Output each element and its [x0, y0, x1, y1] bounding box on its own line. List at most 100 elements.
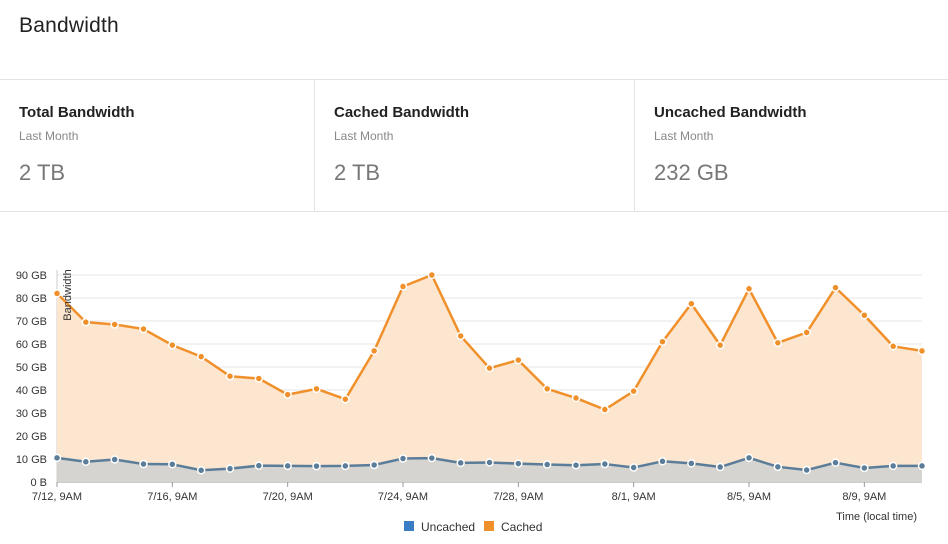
page-header: Bandwidth — [0, 0, 948, 80]
uncached-point — [139, 459, 148, 469]
cached-point — [110, 320, 119, 329]
y-tick-label: 40 GB — [16, 385, 47, 397]
y-tick-label: 70 GB — [16, 316, 47, 328]
y-tick-label: 20 GB — [16, 431, 47, 443]
uncached-point — [81, 457, 91, 467]
cached-point — [802, 328, 811, 337]
cached-area — [57, 275, 922, 482]
y-axis-title: Bandwidth — [62, 269, 74, 320]
stat-period: Last Month — [334, 129, 394, 143]
bandwidth-chart-svg[interactable]: 0 B 10 GB 20 GB 30 GB 40 GB 50 GB 60 GB 70 GB 80… — [0, 213, 948, 544]
cached-point — [485, 363, 494, 373]
stat-value: 2 TB — [334, 160, 381, 185]
cached-point — [81, 317, 91, 327]
x-tick-label: 7/24, 9AM — [378, 491, 428, 503]
cached-point — [831, 283, 840, 292]
cached-point — [715, 340, 725, 350]
legend-item-cached[interactable]: Cached — [484, 520, 542, 534]
stat-uncached-bandwidth: Uncached Bandwidth Last Month 232 GB — [635, 80, 948, 211]
stat-title: Cached Bandwidth — [334, 104, 470, 121]
cached-point — [744, 284, 754, 294]
stats-row: Total Bandwidth Last Month 2 TB Cached B… — [0, 80, 948, 212]
cached-point — [687, 299, 696, 308]
cached-point — [542, 384, 552, 394]
cached-point — [52, 289, 62, 298]
cached-point — [917, 346, 927, 356]
legend-label-cached: Cached — [501, 520, 542, 534]
cached-point — [427, 270, 437, 280]
cached-point — [860, 311, 869, 320]
uncached-point — [110, 455, 119, 464]
uncached-point — [917, 461, 927, 471]
uncached-point — [456, 458, 465, 468]
stat-title: Total Bandwidth — [19, 104, 135, 121]
legend-swatch-cached — [484, 521, 494, 531]
uncached-point — [629, 463, 638, 472]
uncached-point — [225, 464, 235, 473]
cached-point — [283, 390, 292, 399]
cached-point — [600, 405, 610, 414]
cached-point — [254, 374, 264, 383]
chart-legend: Uncached Cached — [404, 520, 542, 534]
uncached-point — [658, 457, 667, 466]
chart-areas — [57, 275, 922, 482]
uncached-point — [283, 461, 292, 471]
uncached-point — [715, 462, 725, 472]
uncached-point — [312, 461, 321, 471]
uncached-point — [687, 459, 696, 468]
cached-point — [369, 346, 379, 356]
bandwidth-chart[interactable]: 0 B 10 GB 20 GB 30 GB 40 GB 50 GB 60 GB 70 GB 80… — [0, 213, 948, 544]
uncached-area — [57, 457, 922, 482]
cached-point — [773, 338, 783, 348]
cached-point — [196, 352, 206, 361]
x-tick-label: 7/12, 9AM — [32, 491, 82, 503]
y-tick-label: 30 GB — [16, 408, 47, 420]
uncached-point — [802, 465, 811, 475]
cached-point — [888, 342, 898, 351]
uncached-point — [427, 453, 437, 463]
stat-cached-bandwidth: Cached Bandwidth Last Month 2 TB — [315, 80, 635, 211]
uncached-point — [773, 462, 783, 472]
legend-label-uncached: Uncached — [421, 520, 475, 534]
stat-value: 2 TB — [19, 160, 66, 185]
cached-point — [139, 324, 148, 334]
uncached-point — [52, 453, 62, 463]
cached-point — [571, 393, 581, 403]
stat-value: 232 GB — [654, 160, 729, 185]
x-tick-label: 7/28, 9AM — [493, 491, 543, 503]
cached-point — [629, 386, 638, 396]
uncached-point — [254, 461, 264, 470]
x-tick-label: 8/1, 9AM — [612, 491, 656, 503]
y-tick-label: 60 GB — [16, 339, 47, 351]
stat-total-bandwidth: Total Bandwidth Last Month 2 TB — [0, 80, 315, 211]
uncached-point — [600, 459, 610, 469]
uncached-point — [341, 461, 350, 471]
uncached-point — [571, 460, 581, 470]
y-tick-label: 80 GB — [16, 293, 47, 305]
legend-item-uncached[interactable]: Uncached — [404, 520, 475, 534]
x-tick-label: 8/5, 9AM — [727, 491, 771, 503]
cached-point — [398, 282, 408, 291]
x-tick-label: 7/16, 9AM — [147, 491, 197, 503]
chart-points — [52, 270, 927, 475]
uncached-point — [860, 463, 869, 473]
y-tick-label: 50 GB — [16, 362, 47, 374]
uncached-point — [542, 460, 552, 469]
cached-point — [312, 384, 321, 394]
cached-point — [658, 337, 667, 346]
cached-point — [168, 340, 177, 350]
page-title: Bandwidth — [19, 14, 119, 37]
stat-period: Last Month — [19, 129, 79, 143]
y-tick-label: 10 GB — [16, 454, 47, 466]
uncached-point — [514, 459, 523, 468]
uncached-point — [369, 460, 379, 470]
uncached-point — [888, 461, 898, 471]
cached-point — [341, 394, 350, 404]
x-tick-label: 7/20, 9AM — [263, 491, 313, 503]
uncached-point — [485, 458, 494, 467]
uncached-point — [744, 453, 754, 463]
stat-period: Last Month — [654, 129, 714, 143]
cached-point — [514, 355, 523, 365]
uncached-point — [398, 454, 408, 463]
uncached-point — [196, 466, 206, 475]
